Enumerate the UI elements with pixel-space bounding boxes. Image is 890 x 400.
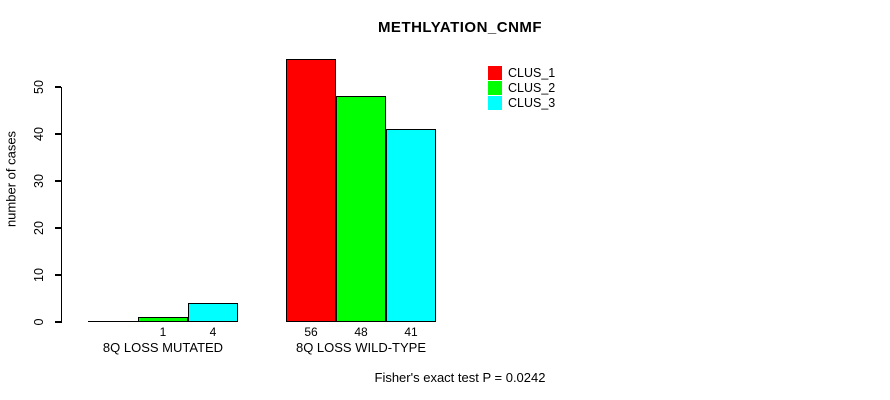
legend-swatch-icon <box>488 95 502 110</box>
fisher-test-annotation: Fisher's exact test P = 0.0242 <box>374 370 546 385</box>
y-axis-line <box>61 87 63 324</box>
y-axis-tick <box>55 133 61 135</box>
bar-value-label: 56 <box>304 325 318 339</box>
legend-label: CLUS_1 <box>508 65 556 80</box>
y-axis-tick-label-text: 0 <box>32 318 46 326</box>
bar-value-label: 41 <box>404 325 418 339</box>
y-axis-tick <box>55 227 61 229</box>
legend-label: CLUS_3 <box>508 95 556 110</box>
legend-entry-clus_2: CLUS_2 <box>488 80 555 95</box>
bar-clus_1 <box>286 58 336 322</box>
bar-value-label: 1 <box>159 325 167 339</box>
y-axis-tick-label-text: 10 <box>32 268 46 282</box>
legend-label: CLUS_2 <box>508 80 556 95</box>
bar-clus_2 <box>336 96 386 322</box>
bar-clus_3 <box>386 129 436 322</box>
y-axis-tick <box>55 321 61 323</box>
y-axis-tick-label-text: 20 <box>32 221 46 235</box>
y-axis-tick <box>55 86 61 88</box>
chart-title: METHLYATION_CNMF <box>377 19 543 36</box>
y-axis-tick-label-text: 40 <box>32 127 46 141</box>
legend: CLUS_1 CLUS_2 CLUS_3 <box>488 65 555 110</box>
legend-entry-clus_3: CLUS_3 <box>488 95 555 110</box>
bar-clus_2 <box>138 317 188 322</box>
y-axis-tick <box>55 274 61 276</box>
bar-clus_3 <box>188 303 238 322</box>
legend-entry-clus_1: CLUS_1 <box>488 65 555 80</box>
legend-swatch-icon <box>488 65 502 80</box>
y-axis-tick-label-text: 50 <box>32 80 46 94</box>
legend-swatch-icon <box>488 80 502 95</box>
y-axis-label-text: number of cases <box>3 130 19 228</box>
y-axis-tick-label-text: 30 <box>32 174 46 188</box>
bar-value-label: 48 <box>354 325 368 339</box>
bar-value-label: 4 <box>209 325 217 339</box>
y-axis-tick <box>55 180 61 182</box>
x-axis-group-label: 8Q LOSS MUTATED <box>102 340 224 355</box>
x-axis-group-label: 8Q LOSS WILD-TYPE <box>295 340 427 355</box>
bar-clus_1-zero <box>88 320 138 322</box>
